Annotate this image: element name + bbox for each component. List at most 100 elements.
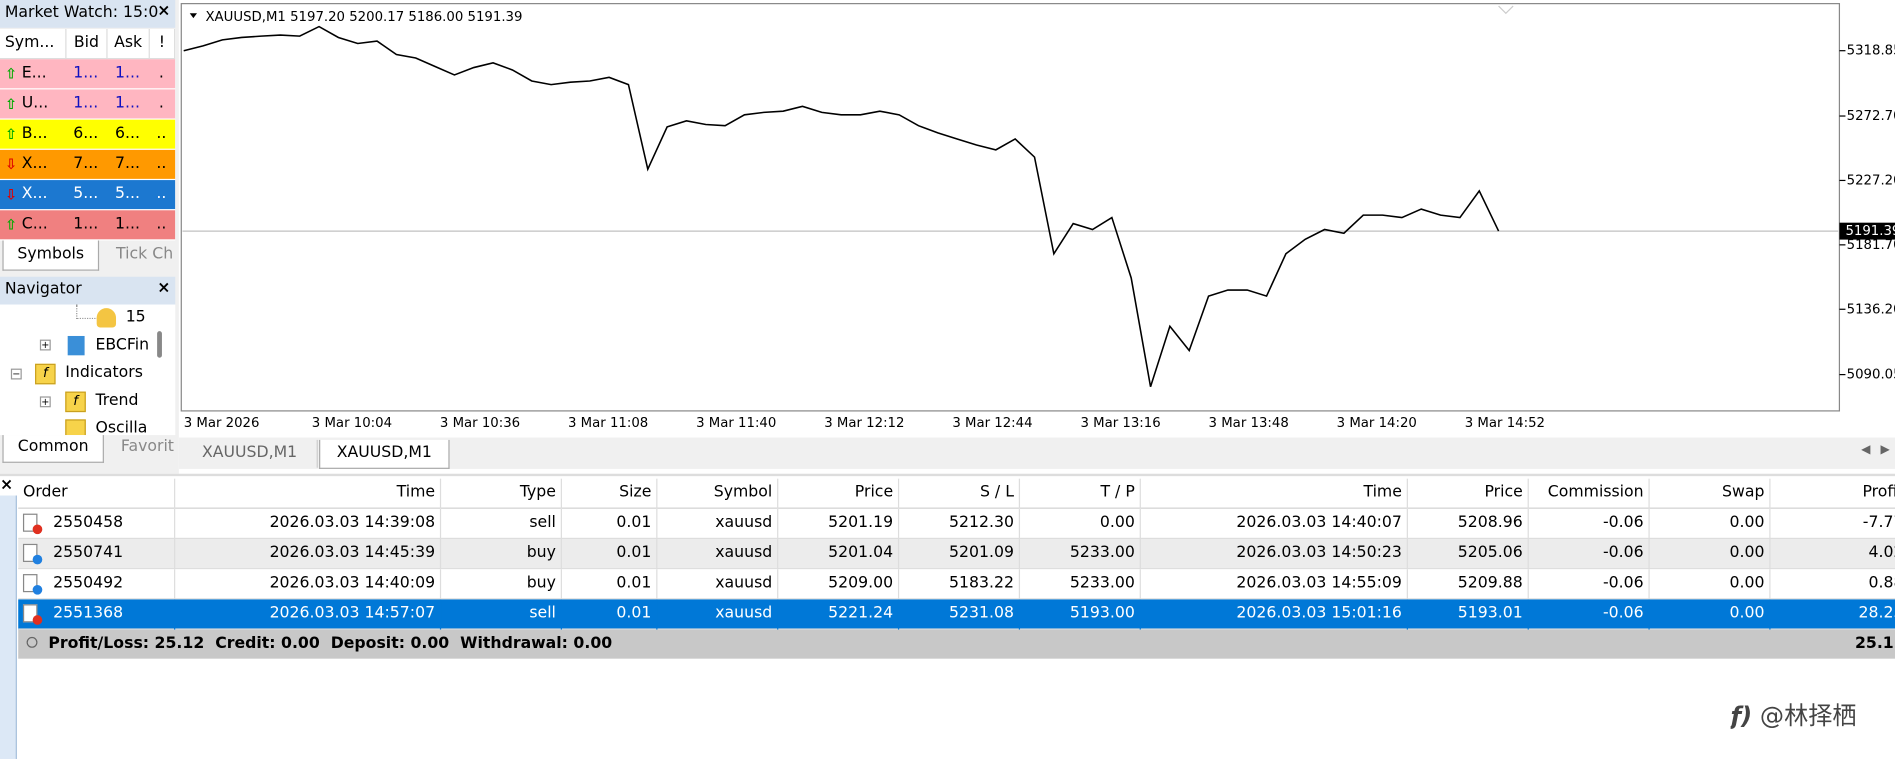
close-button[interactable]: ×: [157, 279, 171, 298]
column-header[interactable]: Size: [562, 478, 658, 509]
current-price-label: 5191.39: [1845, 224, 1895, 239]
symbol-cell[interactable]: ..: [156, 154, 167, 173]
order-cell: buy: [441, 539, 562, 570]
column-header[interactable]: S / L: [899, 478, 1021, 509]
symbol-cell[interactable]: 5...: [73, 184, 99, 204]
symbol-cell[interactable]: 6...: [73, 124, 99, 143]
column-header[interactable]: T / P: [1020, 478, 1141, 509]
column-header[interactable]: Ask: [107, 29, 150, 60]
order-cell: 0.01: [562, 539, 658, 570]
order-cell: 5233.00: [1020, 569, 1141, 600]
trend-icon: f: [65, 391, 86, 413]
column-header[interactable]: Time: [175, 478, 442, 509]
symbol-row: [0, 180, 176, 210]
tree-item[interactable]: 15: [125, 308, 146, 327]
symbol-cell[interactable]: .: [158, 64, 164, 83]
order-cell: 0.00: [1650, 569, 1771, 600]
order-cell: 5183.22: [899, 569, 1021, 600]
x-tick-label: 3 Mar 12:44: [952, 416, 1032, 431]
symbol-cell[interactable]: C...: [21, 215, 48, 234]
order-row[interactable]: [18, 599, 1895, 630]
navigator-title: Navigator: [4, 280, 82, 299]
chart-frame: [180, 3, 1841, 412]
tree-item[interactable]: Indicators: [65, 363, 143, 382]
column-header[interactable]: Time: [1141, 478, 1408, 509]
symbol-cell[interactable]: .: [158, 94, 164, 113]
scroll-right[interactable]: ▶: [1880, 443, 1890, 457]
symbol-cell[interactable]: E...: [21, 64, 47, 83]
chart-tab-active[interactable]: XAUUSD,M1: [319, 439, 450, 469]
trend-arrow: ⇧: [4, 65, 17, 83]
x-tick-label: 3 Mar 10:36: [440, 416, 520, 431]
column-header[interactable]: Sym...: [0, 29, 67, 60]
terminal-close[interactable]: ×: [0, 476, 14, 495]
order-cell: 5212.30: [899, 508, 1021, 540]
x-tick-label: 3 Mar 13:16: [1080, 416, 1160, 431]
symbol-cell[interactable]: 1...: [73, 64, 99, 83]
collapse-button[interactable]: −: [10, 368, 22, 380]
symbol-cell[interactable]: U...: [21, 94, 49, 113]
order-cell: -7.77: [1771, 509, 1895, 539]
tab-tick-chart[interactable]: Tick Ch: [116, 245, 174, 264]
symbol-cell[interactable]: ..: [156, 184, 167, 204]
column-header[interactable]: Bid: [66, 29, 108, 60]
y-tick-label: 5136.20: [1847, 302, 1895, 317]
column-header[interactable]: Price: [1408, 478, 1529, 509]
symbol-cell[interactable]: 1...: [115, 94, 140, 113]
symbol-row: [0, 89, 176, 119]
column-header[interactable]: Order: [18, 478, 176, 509]
symbol-cell[interactable]: B...: [21, 124, 48, 143]
tree-item[interactable]: Oscilla: [95, 419, 148, 436]
order-cell: 5209.00: [778, 569, 900, 600]
tab-common[interactable]: Common: [2, 435, 104, 463]
indicators-icon: f: [35, 363, 56, 385]
symbol-cell[interactable]: 1...: [115, 215, 140, 234]
chart-tab[interactable]: XAUUSD,M1: [182, 439, 318, 468]
symbol-cell[interactable]: 6...: [115, 124, 140, 143]
tab-favorites[interactable]: Favorit: [120, 437, 174, 456]
watermark: ƒ) @林择栖: [1731, 696, 1857, 731]
symbol-row: [0, 210, 176, 240]
symbol-cell[interactable]: 7...: [73, 154, 99, 173]
column-header[interactable]: Swap: [1650, 478, 1771, 509]
column-header[interactable]: Symbol: [657, 478, 779, 509]
order-row[interactable]: [18, 508, 1895, 540]
symbol-cell[interactable]: X...: [21, 154, 48, 173]
expand-button[interactable]: +: [39, 339, 51, 351]
column-header[interactable]: Profit: [1771, 479, 1895, 509]
expand-button[interactable]: +: [39, 396, 51, 408]
scroll-left[interactable]: ◀: [1861, 443, 1871, 457]
price-line: [183, 25, 1500, 387]
order-cell: 5193.01: [1408, 599, 1529, 630]
chart-menu-arrow[interactable]: [189, 13, 197, 19]
scrollbar[interactable]: [157, 331, 162, 358]
close-button[interactable]: ×: [157, 2, 171, 21]
order-cell: 0.00: [1650, 508, 1771, 540]
summary-text: Profit/Loss: 25.12 Credit: 0.00 Deposit:…: [48, 634, 613, 653]
symbol-cell[interactable]: X...: [21, 184, 48, 204]
symbol-cell[interactable]: ..: [156, 124, 167, 143]
column-header[interactable]: Commission: [1529, 478, 1650, 509]
symbol-cell[interactable]: 5...: [115, 184, 140, 204]
symbol-cell[interactable]: 1...: [115, 64, 140, 83]
tree-item[interactable]: EBCFin: [95, 335, 150, 355]
tree-item[interactable]: Trend: [95, 391, 139, 410]
watermark-text: @林择栖: [1759, 700, 1857, 730]
column-header[interactable]: !: [149, 29, 176, 60]
tab-symbols[interactable]: Symbols: [2, 240, 100, 271]
order-row[interactable]: [18, 539, 1895, 570]
symbol-cell[interactable]: ..: [156, 215, 167, 234]
column-header[interactable]: Price: [778, 478, 900, 509]
symbol-cell[interactable]: 7...: [115, 154, 140, 173]
symbol-cell[interactable]: 1...: [73, 215, 99, 234]
order-cell: 0.88: [1771, 569, 1895, 599]
summary-row: [18, 629, 1895, 659]
order-cell: xauusd: [657, 569, 779, 600]
order-cell: 5221.24: [778, 599, 900, 630]
symbol-cell[interactable]: 1...: [73, 94, 99, 113]
order-row[interactable]: [18, 569, 1895, 600]
column-header[interactable]: Type: [441, 478, 562, 509]
order-cell: 5201.19: [778, 508, 900, 540]
order-type-dot: [32, 554, 43, 565]
